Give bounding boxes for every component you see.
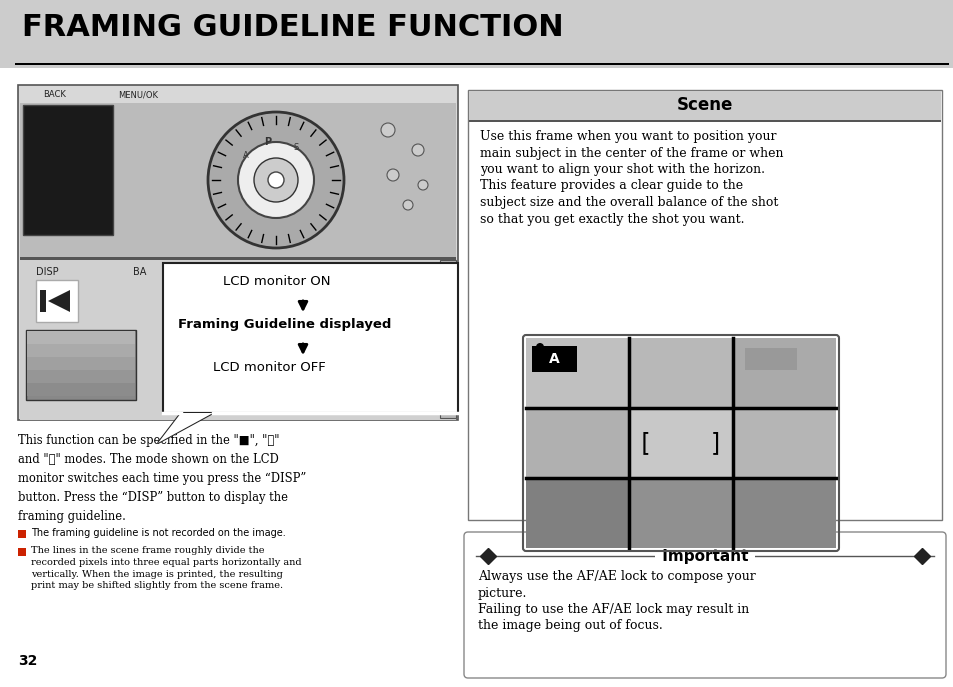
Circle shape bbox=[536, 343, 543, 351]
Text: BACK: BACK bbox=[43, 90, 66, 99]
Circle shape bbox=[268, 172, 284, 188]
Text: MENU/OK: MENU/OK bbox=[118, 90, 158, 99]
Text: so that you get exactly the shot you want.: so that you get exactly the shot you wan… bbox=[479, 212, 743, 225]
Circle shape bbox=[253, 158, 297, 202]
Circle shape bbox=[412, 144, 423, 156]
Text: LCD monitor OFF: LCD monitor OFF bbox=[213, 361, 325, 374]
Bar bbox=[629, 478, 732, 548]
Circle shape bbox=[208, 112, 344, 248]
Polygon shape bbox=[158, 413, 213, 443]
Text: LCD monitor ON: LCD monitor ON bbox=[223, 275, 330, 288]
Bar bbox=[15, 63, 948, 65]
Text: subject size and the overall balance of the shot: subject size and the overall balance of … bbox=[479, 196, 778, 209]
Bar bbox=[469, 91, 940, 120]
Bar bbox=[18, 548, 26, 556]
Bar bbox=[0, 0, 953, 68]
Bar bbox=[20, 257, 456, 260]
FancyBboxPatch shape bbox=[463, 532, 945, 678]
Text: The framing guideline is not recorded on the image.: The framing guideline is not recorded on… bbox=[30, 528, 286, 538]
Text: S: S bbox=[294, 142, 298, 152]
Text: Always use the AF/AE lock to compose your: Always use the AF/AE lock to compose you… bbox=[477, 570, 755, 583]
Text: DISP: DISP bbox=[36, 267, 58, 277]
Bar bbox=[532, 346, 577, 372]
Bar bbox=[27, 344, 135, 357]
Text: 32: 32 bbox=[18, 654, 37, 668]
Bar bbox=[20, 260, 456, 420]
Text: main subject in the center of the frame or when: main subject in the center of the frame … bbox=[479, 146, 782, 159]
Text: Important: Important bbox=[656, 548, 753, 563]
Circle shape bbox=[380, 123, 395, 137]
Text: A: A bbox=[243, 150, 249, 159]
Bar bbox=[27, 357, 135, 370]
Bar bbox=[525, 408, 629, 478]
Bar bbox=[525, 478, 629, 548]
Text: you want to align your shot with the horizon.: you want to align your shot with the hor… bbox=[479, 163, 764, 176]
Bar bbox=[732, 338, 835, 408]
Polygon shape bbox=[158, 413, 213, 443]
Bar bbox=[27, 331, 135, 344]
Bar bbox=[27, 383, 135, 396]
Text: picture.: picture. bbox=[477, 587, 527, 600]
Bar bbox=[26, 330, 136, 400]
Text: This feature provides a clear guide to the: This feature provides a clear guide to t… bbox=[479, 179, 742, 192]
Bar bbox=[18, 530, 26, 538]
Circle shape bbox=[417, 180, 428, 190]
Circle shape bbox=[402, 200, 413, 210]
Bar bbox=[629, 338, 732, 408]
Bar bbox=[469, 120, 940, 122]
Bar bbox=[744, 348, 796, 370]
Text: Use this frame when you want to position your: Use this frame when you want to position… bbox=[479, 130, 776, 143]
Bar bbox=[18, 85, 457, 420]
Text: This function can be specified in the "■", "★"
and "⌛" modes. The mode shown on : This function can be specified in the "■… bbox=[18, 434, 306, 523]
Bar bbox=[36, 280, 78, 322]
Bar bbox=[655, 548, 754, 564]
Text: A: A bbox=[548, 352, 558, 366]
Bar bbox=[20, 103, 456, 258]
Polygon shape bbox=[48, 290, 70, 312]
Text: Scene: Scene bbox=[676, 96, 733, 114]
Bar bbox=[525, 338, 629, 408]
Bar bbox=[732, 478, 835, 548]
Text: [    ]: [ ] bbox=[638, 431, 723, 455]
Bar bbox=[40, 290, 46, 312]
Bar bbox=[23, 105, 112, 235]
Bar bbox=[27, 370, 135, 383]
Text: FRAMING GUIDELINE FUNCTION: FRAMING GUIDELINE FUNCTION bbox=[22, 13, 563, 42]
Circle shape bbox=[387, 169, 398, 181]
Bar bbox=[439, 260, 456, 418]
Text: Failing to use the AF/AE lock may result in: Failing to use the AF/AE lock may result… bbox=[477, 603, 748, 616]
Text: BA: BA bbox=[132, 267, 146, 277]
Text: Framing Guideline displayed: Framing Guideline displayed bbox=[178, 318, 391, 331]
Circle shape bbox=[538, 346, 544, 352]
Bar bbox=[732, 408, 835, 478]
Bar bbox=[629, 408, 732, 478]
Bar bbox=[163, 263, 457, 413]
Text: The lines in the scene frame roughly divide the
recorded pixels into three equal: The lines in the scene frame roughly div… bbox=[30, 546, 301, 590]
Bar bbox=[468, 90, 941, 520]
Text: P: P bbox=[264, 137, 272, 147]
Circle shape bbox=[237, 142, 314, 218]
Text: the image being out of focus.: the image being out of focus. bbox=[477, 620, 662, 633]
